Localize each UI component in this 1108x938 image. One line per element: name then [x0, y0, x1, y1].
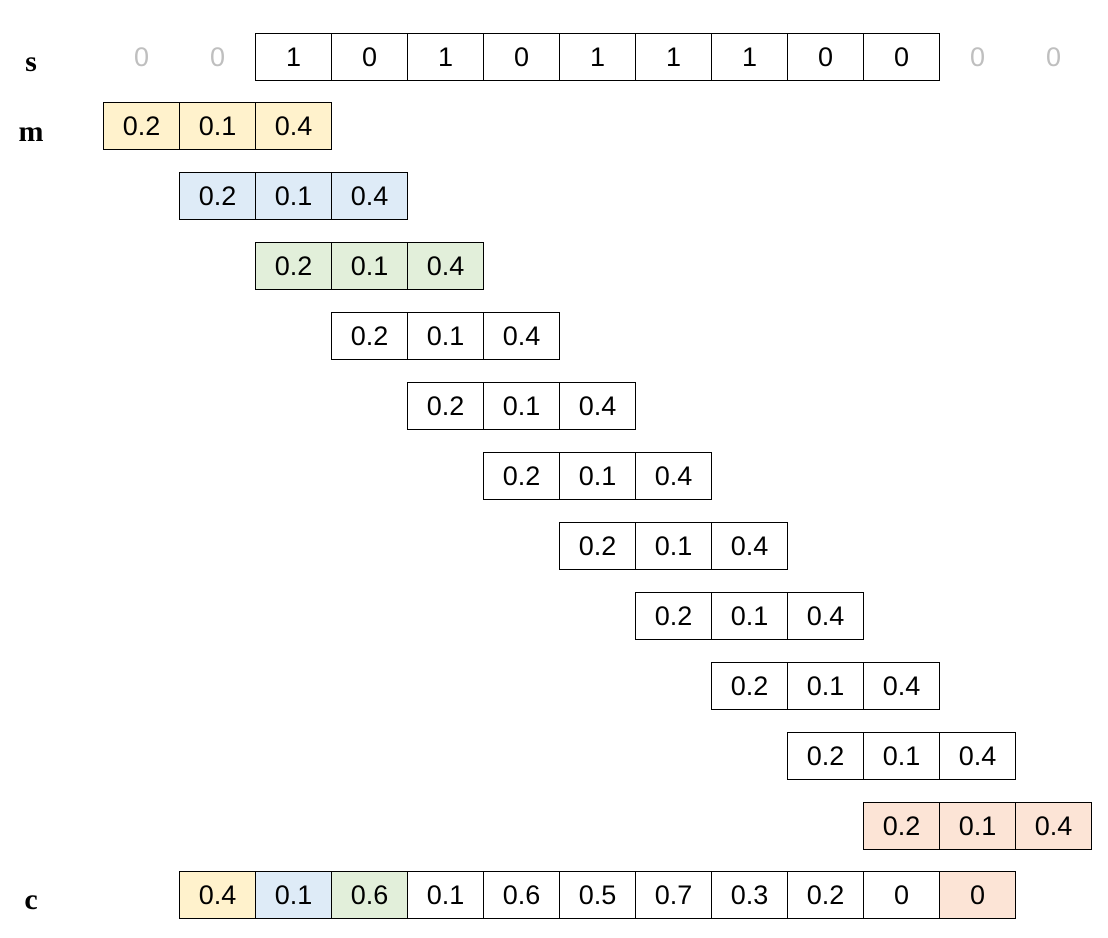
signal-pad-cell: 0: [1045, 41, 1062, 72]
result-cell: 0.6: [483, 871, 560, 919]
mask-cell: 0.4: [863, 662, 940, 710]
result-cell: 0.2: [787, 871, 864, 919]
result-cell: 0.6: [331, 871, 408, 919]
mask-cell: 0.1: [863, 732, 940, 780]
mask-cell: 0.4: [483, 312, 560, 360]
result-cell: 0.4: [179, 871, 256, 919]
signal-cell: 1: [407, 33, 484, 81]
mask-cell: 0.1: [635, 522, 712, 570]
mask-cell: 0.1: [939, 802, 1016, 850]
result-cell: 0.3: [711, 871, 788, 919]
result-cell: 0: [863, 871, 940, 919]
signal-cell: 0: [483, 33, 560, 81]
mask-cell: 0.1: [179, 102, 256, 150]
signal-cell: 1: [711, 33, 788, 81]
mask-cell: 0.2: [407, 382, 484, 430]
mask-cell: 0.1: [787, 662, 864, 710]
mask-cell: 0.4: [635, 452, 712, 500]
mask-cell: 0.4: [407, 242, 484, 290]
mask-cell: 0.4: [559, 382, 636, 430]
signal-pad-cell: 0: [133, 41, 150, 72]
signal-cell: 0: [863, 33, 940, 81]
mask-cell: 0.4: [255, 102, 332, 150]
mask-cell: 0.2: [711, 662, 788, 710]
mask-cell: 0.4: [787, 592, 864, 640]
label-c: c: [24, 883, 38, 916]
mask-cell: 0.4: [711, 522, 788, 570]
mask-cell: 0.2: [179, 172, 256, 220]
signal-pad-cell: 0: [209, 41, 226, 72]
result-cell: 0.1: [407, 871, 484, 919]
signal-cell: 0: [331, 33, 408, 81]
mask-cell: 0.4: [939, 732, 1016, 780]
label-m: m: [18, 115, 44, 148]
mask-cell: 0.4: [1015, 802, 1092, 850]
result-cell: 0: [939, 871, 1016, 919]
result-cell: 0.5: [559, 871, 636, 919]
signal-cell: 1: [635, 33, 712, 81]
mask-cell: 0.4: [331, 172, 408, 220]
result-cell: 0.7: [635, 871, 712, 919]
label-s: s: [25, 45, 37, 78]
signal-cell: 0: [787, 33, 864, 81]
mask-cell: 0.2: [635, 592, 712, 640]
mask-cell: 0.2: [331, 312, 408, 360]
mask-cell: 0.2: [787, 732, 864, 780]
signal-cell: 1: [255, 33, 332, 81]
mask-cell: 0.1: [483, 382, 560, 430]
mask-cell: 0.1: [331, 242, 408, 290]
mask-cell: 0.1: [559, 452, 636, 500]
result-cell: 0.1: [255, 871, 332, 919]
mask-cell: 0.1: [711, 592, 788, 640]
mask-cell: 0.2: [103, 102, 180, 150]
mask-cell: 0.2: [863, 802, 940, 850]
mask-cell: 0.2: [255, 242, 332, 290]
mask-cell: 0.2: [483, 452, 560, 500]
signal-cell: 1: [559, 33, 636, 81]
signal-pad-cell: 0: [969, 41, 986, 72]
mask-cell: 0.2: [559, 522, 636, 570]
mask-cell: 0.1: [255, 172, 332, 220]
mask-cell: 0.1: [407, 312, 484, 360]
